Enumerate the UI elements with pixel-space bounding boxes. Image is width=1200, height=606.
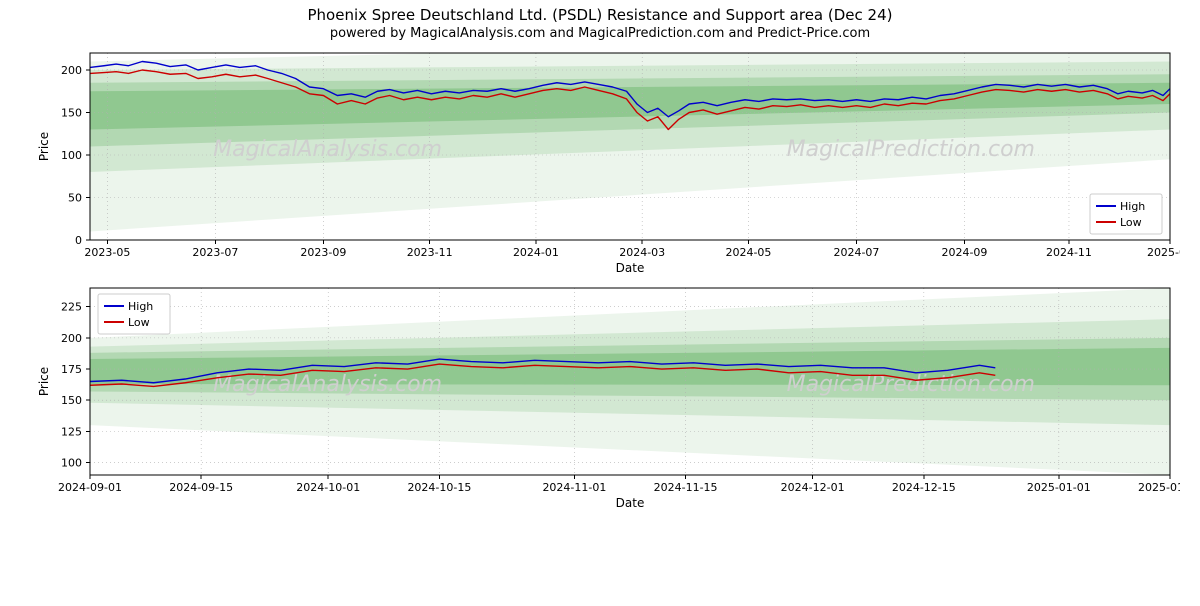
y-axis-label: Price	[37, 132, 51, 161]
x-axis-label: Date	[616, 261, 645, 275]
svg-text:125: 125	[61, 425, 82, 438]
watermark-left: MagicalAnalysis.com	[213, 372, 442, 397]
svg-text:50: 50	[68, 192, 82, 205]
svg-text:2024-07: 2024-07	[833, 246, 879, 259]
svg-text:2024-09: 2024-09	[941, 246, 987, 259]
svg-text:2024-11-01: 2024-11-01	[542, 481, 606, 494]
svg-text:100: 100	[61, 457, 82, 470]
svg-text:150: 150	[61, 107, 82, 120]
svg-text:2023-07: 2023-07	[192, 246, 238, 259]
svg-text:150: 150	[61, 394, 82, 407]
legend-label-high: High	[1120, 200, 1145, 213]
legend: High Low	[1090, 194, 1162, 234]
svg-text:2024-11-15: 2024-11-15	[654, 481, 718, 494]
svg-text:2024-09-15: 2024-09-15	[169, 481, 233, 494]
legend-label-low: Low	[1120, 216, 1142, 229]
svg-text:2024-11: 2024-11	[1046, 246, 1092, 259]
bottom-chart-panel: MagicalAnalysis.com MagicalPrediction.com…	[20, 280, 1180, 515]
x-axis-label: Date	[616, 496, 645, 510]
svg-text:2024-01: 2024-01	[513, 246, 559, 259]
watermark-left: MagicalAnalysis.com	[213, 137, 442, 162]
svg-text:100: 100	[61, 149, 82, 162]
svg-text:175: 175	[61, 363, 82, 376]
svg-text:2024-12-01: 2024-12-01	[781, 481, 845, 494]
chart-sub-title: powered by MagicalAnalysis.com and Magic…	[0, 26, 1200, 41]
svg-text:225: 225	[61, 301, 82, 314]
svg-text:2024-10-01: 2024-10-01	[296, 481, 360, 494]
svg-text:2025-01: 2025-01	[1147, 246, 1180, 259]
svg-text:2024-09-01: 2024-09-01	[58, 481, 122, 494]
svg-text:2025-01-15: 2025-01-15	[1138, 481, 1180, 494]
legend-label-high: High	[128, 300, 153, 313]
top-chart-panel: MagicalAnalysis.com MagicalPrediction.com…	[20, 45, 1180, 280]
svg-text:200: 200	[61, 64, 82, 77]
svg-text:0: 0	[75, 234, 82, 247]
svg-text:2023-09: 2023-09	[300, 246, 346, 259]
legend-label-low: Low	[128, 316, 150, 329]
watermark-right: MagicalPrediction.com	[787, 372, 1035, 397]
legend: High Low	[98, 294, 170, 334]
svg-text:2024-10-15: 2024-10-15	[407, 481, 471, 494]
chart-main-title: Phoenix Spree Deutschland Ltd. (PSDL) Re…	[0, 6, 1200, 24]
svg-text:2024-12-15: 2024-12-15	[892, 481, 956, 494]
svg-text:2024-03: 2024-03	[619, 246, 665, 259]
watermark-right: MagicalPrediction.com	[787, 137, 1035, 162]
y-axis-label: Price	[37, 367, 51, 396]
svg-text:2025-01-01: 2025-01-01	[1027, 481, 1091, 494]
svg-text:200: 200	[61, 332, 82, 345]
svg-text:2023-11: 2023-11	[407, 246, 453, 259]
svg-text:2023-05: 2023-05	[84, 246, 130, 259]
svg-text:2024-05: 2024-05	[725, 246, 771, 259]
